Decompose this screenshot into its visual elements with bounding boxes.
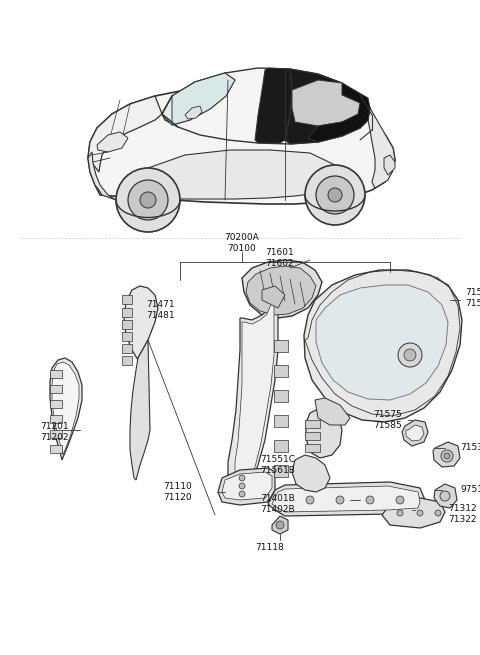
- Polygon shape: [228, 282, 278, 495]
- Polygon shape: [274, 465, 288, 477]
- Polygon shape: [50, 415, 62, 423]
- Circle shape: [441, 450, 453, 462]
- Text: 71401B
71402B: 71401B 71402B: [260, 495, 295, 514]
- Text: 71471
71481: 71471 71481: [146, 300, 175, 320]
- Polygon shape: [306, 408, 342, 458]
- Polygon shape: [274, 365, 288, 377]
- Polygon shape: [285, 69, 370, 144]
- Polygon shape: [124, 286, 158, 360]
- Polygon shape: [274, 390, 288, 402]
- Polygon shape: [274, 440, 288, 452]
- Polygon shape: [122, 356, 132, 365]
- Circle shape: [328, 188, 342, 202]
- Polygon shape: [272, 486, 420, 512]
- Polygon shape: [50, 400, 62, 408]
- Text: 71601
71602: 71601 71602: [265, 248, 294, 268]
- Polygon shape: [130, 340, 150, 480]
- Circle shape: [396, 496, 404, 504]
- Polygon shape: [292, 80, 370, 126]
- Circle shape: [128, 180, 168, 220]
- Polygon shape: [382, 498, 445, 528]
- Polygon shape: [88, 96, 162, 172]
- Polygon shape: [50, 445, 62, 453]
- Circle shape: [305, 165, 365, 225]
- Polygon shape: [305, 432, 320, 440]
- Polygon shape: [255, 68, 292, 143]
- Circle shape: [366, 496, 374, 504]
- Polygon shape: [122, 344, 132, 353]
- Text: 71118: 71118: [256, 544, 284, 553]
- Polygon shape: [246, 266, 316, 315]
- Circle shape: [444, 453, 450, 459]
- Text: 71503B
71504B: 71503B 71504B: [465, 288, 480, 308]
- Polygon shape: [97, 132, 128, 152]
- Text: 97510B: 97510B: [460, 485, 480, 495]
- Polygon shape: [172, 73, 235, 125]
- Polygon shape: [308, 83, 370, 142]
- Circle shape: [440, 491, 450, 501]
- Polygon shape: [402, 420, 428, 446]
- Circle shape: [239, 483, 245, 489]
- Circle shape: [404, 349, 416, 361]
- Polygon shape: [272, 516, 288, 534]
- Polygon shape: [316, 285, 448, 400]
- Polygon shape: [262, 286, 285, 308]
- Circle shape: [306, 496, 314, 504]
- Polygon shape: [185, 106, 202, 119]
- Circle shape: [239, 491, 245, 497]
- Circle shape: [417, 510, 423, 516]
- Polygon shape: [368, 108, 395, 188]
- Polygon shape: [304, 270, 462, 422]
- Polygon shape: [218, 468, 275, 505]
- Circle shape: [116, 168, 180, 232]
- Polygon shape: [122, 308, 132, 317]
- Polygon shape: [52, 362, 79, 455]
- Text: 71201
71202: 71201 71202: [40, 422, 69, 441]
- Circle shape: [276, 521, 284, 529]
- Text: 70200A
70100: 70200A 70100: [225, 233, 259, 253]
- Polygon shape: [384, 155, 395, 175]
- Polygon shape: [305, 444, 320, 452]
- Polygon shape: [50, 385, 62, 393]
- Circle shape: [336, 496, 344, 504]
- Circle shape: [398, 343, 422, 367]
- Polygon shape: [305, 420, 320, 428]
- Circle shape: [397, 510, 403, 516]
- Polygon shape: [222, 472, 272, 500]
- Polygon shape: [50, 358, 82, 460]
- Circle shape: [239, 475, 245, 481]
- Polygon shape: [116, 150, 338, 200]
- Polygon shape: [235, 288, 274, 487]
- Circle shape: [435, 510, 441, 516]
- Polygon shape: [50, 430, 62, 438]
- Polygon shape: [122, 332, 132, 341]
- Polygon shape: [242, 260, 322, 318]
- Polygon shape: [274, 415, 288, 427]
- Polygon shape: [162, 73, 235, 125]
- Text: 71551C
71561B: 71551C 71561B: [260, 455, 295, 475]
- Text: 71312
71322: 71312 71322: [448, 504, 477, 524]
- Polygon shape: [315, 398, 350, 425]
- Polygon shape: [122, 320, 132, 329]
- Text: 71575
71585: 71575 71585: [373, 410, 402, 430]
- Polygon shape: [50, 370, 62, 378]
- Polygon shape: [292, 455, 330, 492]
- Polygon shape: [274, 340, 288, 352]
- Polygon shape: [162, 68, 370, 144]
- Polygon shape: [88, 152, 116, 200]
- Polygon shape: [88, 86, 395, 204]
- Polygon shape: [122, 295, 132, 304]
- Polygon shape: [433, 442, 460, 467]
- Polygon shape: [268, 482, 425, 516]
- Text: 71110
71120: 71110 71120: [163, 482, 192, 502]
- Polygon shape: [434, 484, 457, 508]
- Circle shape: [140, 192, 156, 208]
- Circle shape: [316, 176, 354, 214]
- Polygon shape: [406, 425, 424, 441]
- Text: 71531: 71531: [460, 443, 480, 453]
